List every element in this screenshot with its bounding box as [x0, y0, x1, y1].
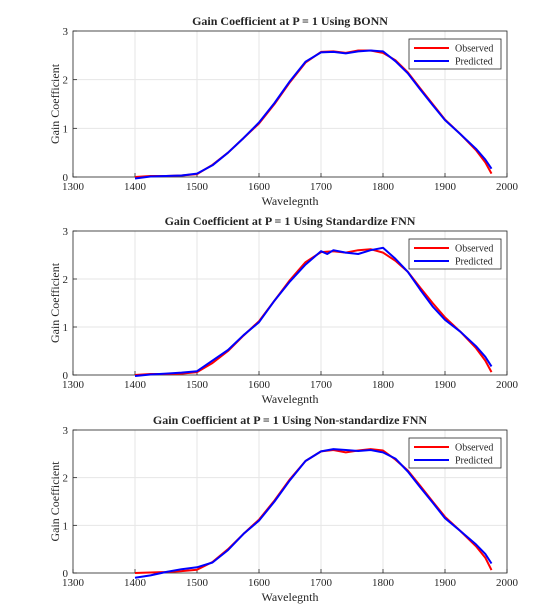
- chart-title: Gain Coefficient at P = 1 Using Non-stan…: [153, 413, 427, 427]
- legend-box: [408, 437, 502, 469]
- chart-panel-3: 1300 1400 1500 1600 1700 1800 1900 2000 0 1 2 3 Gain…: [48, 413, 519, 604]
- legend-label-predicted: Predicted: [455, 57, 493, 68]
- legend: Observed Predicted: [408, 437, 502, 469]
- x-axis-label: Wavelegnth: [261, 590, 318, 604]
- x-tick-label: 1600: [248, 577, 271, 589]
- y-tick-label: 1: [63, 520, 69, 532]
- y-axis-label: Gain Coefficient: [48, 461, 62, 542]
- series-line-predicted: [134, 246, 493, 377]
- chart-title: Gain Coefficient at P = 1 Using Standard…: [165, 214, 416, 228]
- chart-panel-2: 1300 1400 1500 1600 1700 1800 1900 2000 0 1 2 3 Gain…: [48, 214, 519, 406]
- y-tick-label: 3: [63, 425, 69, 437]
- legend-label-observed: Observed: [455, 44, 493, 55]
- x-tick-label: 1600: [248, 379, 271, 391]
- chart-title: Gain Coefficient at P = 1 Using BONN: [192, 14, 388, 28]
- x-tick-label: 1500: [186, 379, 209, 391]
- x-tick-label: 1300: [62, 379, 85, 391]
- x-axis-label: Wavelegnth: [261, 194, 318, 208]
- y-tick-label: 2: [63, 274, 69, 286]
- legend: Observed Predicted: [408, 38, 502, 70]
- x-tick-label: 1500: [186, 577, 209, 589]
- x-tick-label: 1700: [310, 577, 333, 589]
- legend-label-predicted: Predicted: [455, 257, 493, 268]
- y-tick-label: 2: [63, 473, 69, 485]
- x-tick-label: 1400: [124, 577, 147, 589]
- x-tick-label: 1500: [186, 181, 209, 193]
- y-tick-label: 0: [63, 172, 69, 184]
- axes-box: [72, 230, 508, 376]
- x-axis-label: Wavelegnth: [261, 392, 318, 406]
- legend-label-observed: Observed: [455, 244, 493, 255]
- legend-box: [408, 38, 502, 70]
- y-axis-label: Gain Coefficient: [48, 262, 62, 343]
- x-tick-label: 1800: [372, 379, 395, 391]
- y-tick-label: 1: [63, 123, 69, 135]
- y-tick-label: 3: [63, 26, 69, 38]
- x-tick-label: 1900: [434, 181, 457, 193]
- y-axis-label: Gain Coefficient: [48, 63, 62, 144]
- x-tick-label: 1300: [62, 181, 85, 193]
- series-line-predicted: [134, 49, 493, 180]
- x-tick-label: 1800: [372, 577, 395, 589]
- x-tick-label: 1300: [62, 577, 85, 589]
- y-tick-label: 2: [63, 75, 69, 87]
- axes-box: [72, 429, 508, 574]
- legend-label-predicted: Predicted: [455, 456, 493, 467]
- x-tick-label: 1900: [434, 379, 457, 391]
- x-tick-label: 1700: [310, 181, 333, 193]
- x-tick-label: 1900: [434, 577, 457, 589]
- legend: Observed Predicted: [408, 238, 502, 270]
- x-tick-label: 2000: [496, 577, 519, 589]
- y-tick-label: 1: [63, 322, 69, 334]
- y-tick-label: 0: [63, 568, 69, 580]
- legend-label-observed: Observed: [455, 443, 493, 454]
- x-tick-label: 1600: [248, 181, 271, 193]
- legend-box: [408, 238, 502, 270]
- x-tick-label: 2000: [496, 181, 519, 193]
- x-tick-label: 1400: [124, 379, 147, 391]
- y-tick-label: 0: [63, 370, 69, 382]
- y-tick-label: 3: [63, 226, 69, 238]
- x-tick-label: 2000: [496, 379, 519, 391]
- axes-box: [72, 30, 508, 178]
- chart-panel-1: 1300 1400 1500 1600 1700 1800 1900 2000 0 1 2 3 Gain…: [48, 14, 519, 208]
- x-tick-label: 1700: [310, 379, 333, 391]
- series-line-predicted: [134, 448, 493, 579]
- x-tick-label: 1800: [372, 181, 395, 193]
- x-tick-label: 1400: [124, 181, 147, 193]
